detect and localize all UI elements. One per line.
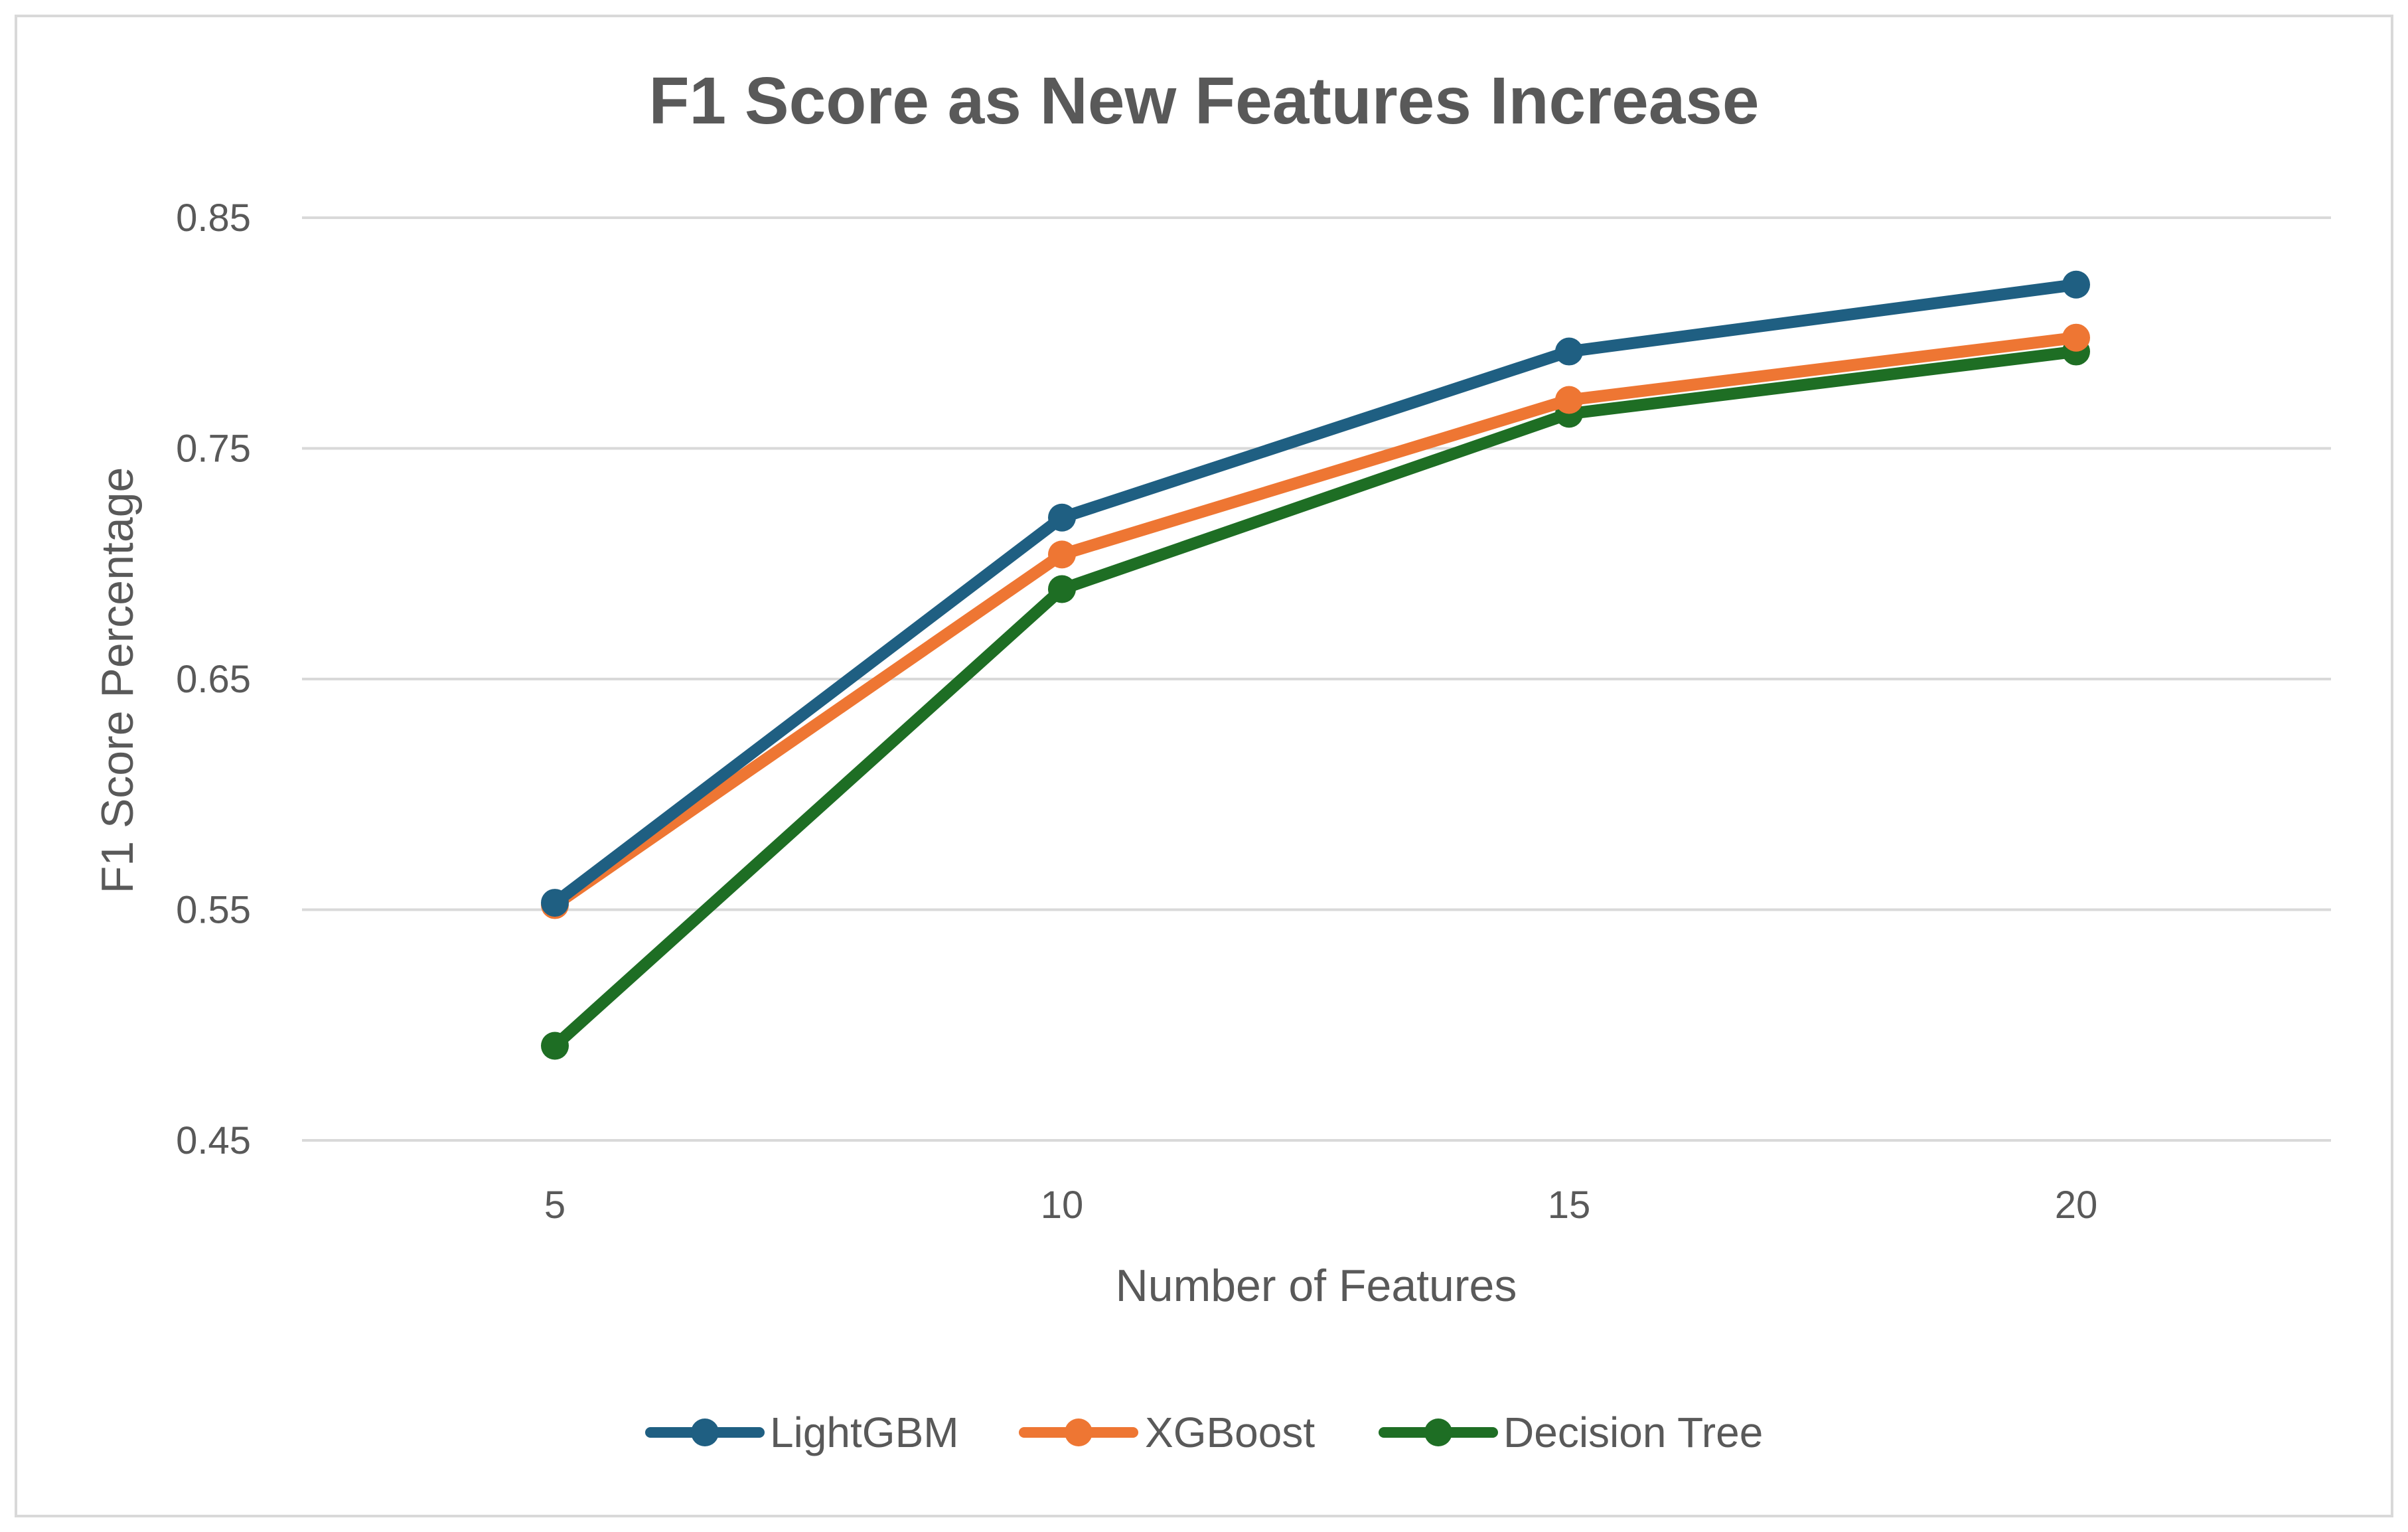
- data-point: [541, 889, 569, 917]
- y-tick-label: 0.75: [176, 427, 251, 471]
- x-axis-ticks: 5 10 15 20: [544, 1184, 2097, 1227]
- legend-swatch-marker: [1065, 1418, 1092, 1446]
- series-line: [549, 331, 2082, 911]
- legend-item: Decision Tree: [1379, 1409, 1763, 1456]
- y-tick-label: 0.45: [176, 1119, 251, 1162]
- x-tick-label: 10: [1041, 1184, 1084, 1227]
- series-xgboost: [541, 323, 2090, 919]
- legend-item: XGBoost: [1019, 1409, 1315, 1456]
- data-point: [1048, 503, 1076, 532]
- data-point: [1555, 337, 1583, 366]
- data-point: [1555, 386, 1583, 414]
- series-decision-tree: [541, 337, 2090, 1060]
- chart-frame: [15, 15, 2393, 1517]
- x-axis-label: Number of Features: [1116, 1261, 1517, 1311]
- legend-label: XGBoost: [1145, 1409, 1315, 1456]
- y-tick-label: 0.85: [176, 196, 251, 240]
- y-axis-ticks: 0.45 0.55 0.65 0.75 0.85: [176, 196, 251, 1162]
- chart-title: F1 Score as New Features Increase: [648, 64, 1759, 138]
- legend-swatch-marker: [691, 1418, 719, 1446]
- series-line: [549, 345, 2082, 1052]
- legend-label: LightGBM: [770, 1409, 959, 1456]
- legend-swatch-marker: [1424, 1418, 1452, 1446]
- y-tick-label: 0.55: [176, 889, 251, 932]
- legend-label: Decision Tree: [1503, 1409, 1763, 1456]
- data-point: [2062, 323, 2090, 352]
- gridlines: [302, 216, 2331, 1142]
- y-axis-label: F1 Score Percentage: [92, 467, 143, 894]
- legend: LightGBM XGBoost Decision Tree: [645, 1409, 1763, 1456]
- x-tick-label: 15: [1548, 1184, 1591, 1227]
- series-lightgbm: [541, 270, 2090, 917]
- legend-item: LightGBM: [645, 1409, 959, 1456]
- series-line: [549, 278, 2082, 909]
- x-tick-label: 5: [544, 1184, 565, 1227]
- series-layer: [541, 270, 2090, 1060]
- data-point: [1048, 575, 1076, 603]
- data-point: [2062, 270, 2090, 299]
- y-tick-label: 0.65: [176, 658, 251, 701]
- data-point: [1048, 540, 1076, 569]
- data-point: [541, 1032, 569, 1060]
- x-tick-label: 20: [2055, 1184, 2098, 1227]
